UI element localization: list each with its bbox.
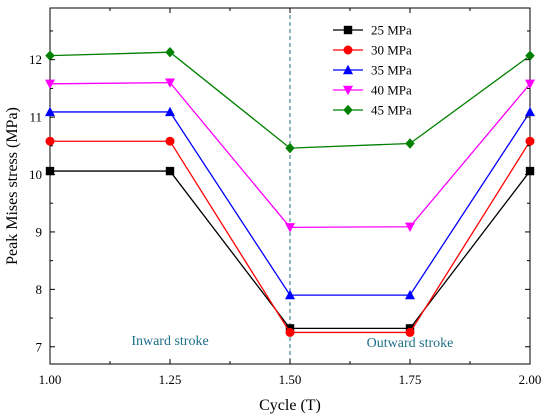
x-axis-title: Cycle (T) — [259, 397, 321, 414]
legend-marker — [343, 45, 353, 55]
y-tick-label: 10 — [29, 167, 42, 182]
legend: 25 MPa 30 MPa 35 MPa 40 MPa 45 MPa — [333, 23, 412, 118]
ticks-layer: 1.00 1.25 1.50 1.75 2.00 7 8 9 10 11 12 — [29, 8, 541, 387]
legend-item: 40 MPa — [333, 83, 412, 98]
data-point — [405, 327, 415, 337]
data-point — [165, 166, 175, 176]
legend-item: 35 MPa — [333, 63, 412, 78]
y-tick-label: 8 — [36, 282, 43, 297]
series-30-mpa — [45, 136, 535, 337]
data-point — [285, 223, 295, 233]
y-tick-label: 9 — [36, 224, 43, 239]
y-tick-label: 12 — [29, 52, 42, 67]
legend-marker — [343, 85, 353, 96]
y-tick-label: 7 — [36, 339, 43, 354]
data-point — [45, 79, 55, 89]
data-point — [165, 78, 175, 88]
x-tick-label: 1.25 — [159, 372, 182, 387]
data-point — [525, 166, 535, 176]
data-point — [525, 136, 535, 146]
series-45-mpa — [45, 47, 535, 154]
series-35-mpa — [45, 106, 535, 300]
legend-marker — [343, 25, 353, 35]
y-tick-label: 11 — [29, 110, 42, 125]
data-point — [405, 138, 415, 149]
data-point — [525, 50, 535, 61]
legend-item: 25 MPa — [333, 23, 412, 38]
legend-marker — [343, 104, 353, 116]
legend-label: 40 MPa — [371, 83, 412, 98]
data-point — [45, 106, 55, 117]
x-tick-label: 1.75 — [399, 372, 422, 387]
data-point — [45, 136, 55, 146]
data-point — [165, 47, 175, 58]
data-point — [45, 50, 55, 61]
data-point — [405, 289, 415, 300]
data-point — [45, 166, 55, 176]
data-point — [285, 142, 295, 154]
x-tick-label: 1.00 — [39, 372, 62, 387]
y-axis-title: Peak Mises stress (MPa) — [4, 107, 21, 265]
x-tick-label: 2.00 — [519, 372, 542, 387]
data-point — [285, 327, 295, 337]
legend-label: 25 MPa — [371, 23, 412, 38]
legend-label: 45 MPa — [371, 103, 412, 118]
x-tick-label: 1.50 — [279, 372, 302, 387]
data-point — [525, 79, 535, 89]
data-point — [165, 136, 175, 146]
legend-label: 30 MPa — [371, 43, 412, 58]
legend-marker — [343, 64, 353, 75]
legend-label: 35 MPa — [371, 63, 412, 78]
data-point — [525, 106, 535, 117]
data-point — [285, 289, 295, 300]
legend-item: 30 MPa — [333, 43, 412, 58]
series-layer — [45, 47, 535, 337]
annotation-inward-stroke: Inward stroke — [131, 334, 208, 349]
legend-item: 45 MPa — [333, 103, 412, 118]
data-point — [165, 106, 175, 117]
data-point — [405, 222, 415, 232]
annotation-outward-stroke: Outward stroke — [367, 336, 454, 351]
series-40-mpa — [45, 78, 535, 233]
